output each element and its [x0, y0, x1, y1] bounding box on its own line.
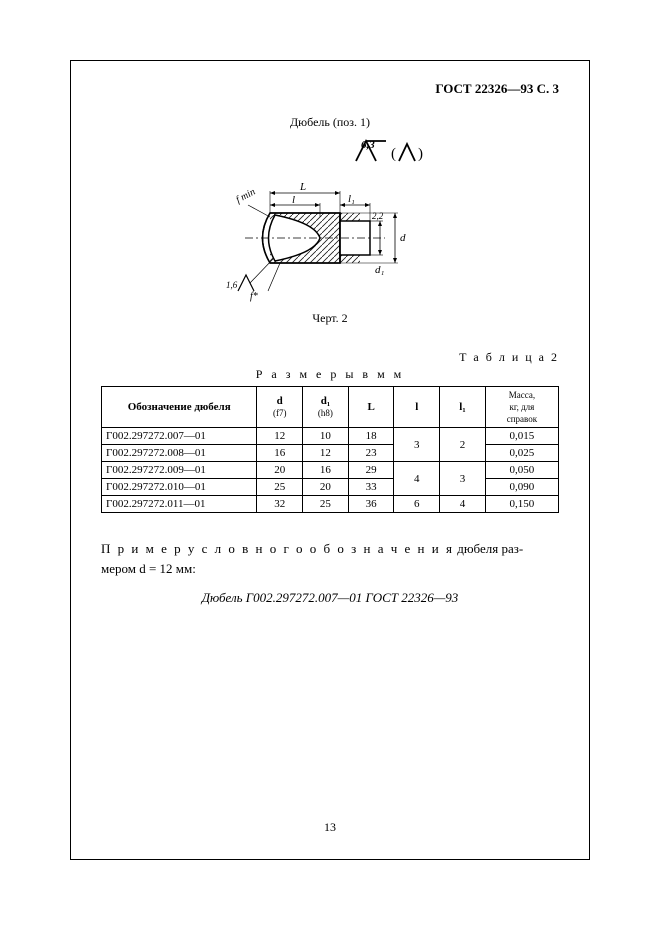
cell-d: 25 [257, 479, 303, 496]
col-L: L [367, 401, 374, 413]
cell-desig: Г002.297272.011—01 [102, 496, 257, 513]
table-label: Т а б л и ц а 2 [101, 350, 559, 365]
doc-reference: ГОСТ 22326—93 С. 3 [101, 81, 559, 97]
col-designation: Обозначение дюбеля [128, 401, 231, 413]
col-l1: l₁ [459, 401, 465, 413]
cell-d: 20 [257, 462, 303, 479]
col-l: l [415, 401, 418, 413]
col-d1: d₁ [321, 395, 330, 407]
svg-text:l: l [292, 194, 295, 206]
cell-desig: Г002.297272.009—01 [102, 462, 257, 479]
cell-d: 16 [257, 445, 303, 462]
svg-text:2,2: 2,2 [372, 211, 384, 221]
svg-text:1,6: 1,6 [226, 280, 238, 290]
cell-d1: 20 [303, 479, 349, 496]
cell-l: 3 [394, 428, 440, 462]
cell-l: 6 [394, 496, 440, 513]
example-line2: мером d = 12 мм: [101, 559, 559, 579]
example-tail: дюбеля раз- [454, 541, 523, 556]
dimensions-title: Р а з м е р ы в м м [101, 367, 559, 382]
cell-desig: Г002.297272.008—01 [102, 445, 257, 462]
figure-caption: Черт. 2 [101, 311, 559, 326]
cell-L: 33 [348, 479, 394, 496]
col-mass-1: Масса, [509, 390, 535, 400]
table-row: Г002.297272.009—01 20 16 29 4 3 0,050 [102, 462, 559, 479]
cell-L: 18 [348, 428, 394, 445]
cell-mass: 0,090 [485, 479, 558, 496]
example-lead: П р и м е р у с л о в н о г о о б о з н … [101, 541, 454, 556]
svg-text:d: d [400, 232, 406, 244]
svg-text:): ) [418, 146, 423, 162]
col-d: d [277, 395, 283, 407]
cell-mass: 0,150 [485, 496, 558, 513]
cell-L: 23 [348, 445, 394, 462]
cell-d1: 10 [303, 428, 349, 445]
col-d1-sub: (h8) [318, 408, 333, 418]
cell-l: 4 [394, 462, 440, 496]
table-row: Г002.297272.007—01 12 10 18 3 2 0,015 [102, 428, 559, 445]
table-body: Г002.297272.007—01 12 10 18 3 2 0,015 Г0… [102, 428, 559, 513]
cell-L: 36 [348, 496, 394, 513]
table-row: Г002.297272.010—01 25 20 33 0,090 [102, 479, 559, 496]
table-row: Г002.297272.011—01 32 25 36 6 4 0,150 [102, 496, 559, 513]
surface-finish-symbol: 6,3 ( ) [351, 136, 441, 166]
example-line1: П р и м е р у с л о в н о г о о б о з н … [101, 539, 559, 559]
svg-text:L: L [299, 181, 306, 193]
technical-drawing: L l l₁ 2,2 d d₁ f min 1,6 f* [220, 173, 440, 303]
col-mass-3: справок [507, 414, 537, 424]
cell-mass: 0,015 [485, 428, 558, 445]
svg-text:f min: f min [234, 186, 257, 205]
cell-desig: Г002.297272.007—01 [102, 428, 257, 445]
cell-d: 32 [257, 496, 303, 513]
col-mass-2: кг, для [510, 402, 535, 412]
cell-l1: 4 [440, 496, 486, 513]
cell-d: 12 [257, 428, 303, 445]
cell-d1: 12 [303, 445, 349, 462]
cell-d1: 16 [303, 462, 349, 479]
page-frame: ГОСТ 22326—93 С. 3 Дюбель (поз. 1) 6,3 (… [70, 60, 590, 860]
svg-text:(: ( [391, 146, 396, 162]
cell-desig: Г002.297272.010—01 [102, 479, 257, 496]
svg-text:l₁: l₁ [348, 193, 355, 205]
cell-mass: 0,050 [485, 462, 558, 479]
svg-text:d₁: d₁ [375, 264, 385, 276]
svg-text:f*: f* [250, 291, 258, 302]
page-number: 13 [71, 820, 589, 835]
example-block: П р и м е р у с л о в н о г о о б о з н … [101, 539, 559, 608]
cell-l1: 2 [440, 428, 486, 462]
table-row: Г002.297272.008—01 16 12 23 0,025 [102, 445, 559, 462]
cell-L: 29 [348, 462, 394, 479]
cell-l1: 3 [440, 462, 486, 496]
col-d-sub: (f7) [273, 408, 287, 418]
figure-title: Дюбель (поз. 1) [101, 115, 559, 130]
cell-d1: 25 [303, 496, 349, 513]
cell-mass: 0,025 [485, 445, 558, 462]
table-header-row: Обозначение дюбеля d(f7) d₁(h8) L l l₁ М… [102, 387, 559, 428]
dimensions-table: Обозначение дюбеля d(f7) d₁(h8) L l l₁ М… [101, 386, 559, 513]
example-designation: Дюбель Г002.297272.007—01 ГОСТ 22326—93 [101, 588, 559, 608]
